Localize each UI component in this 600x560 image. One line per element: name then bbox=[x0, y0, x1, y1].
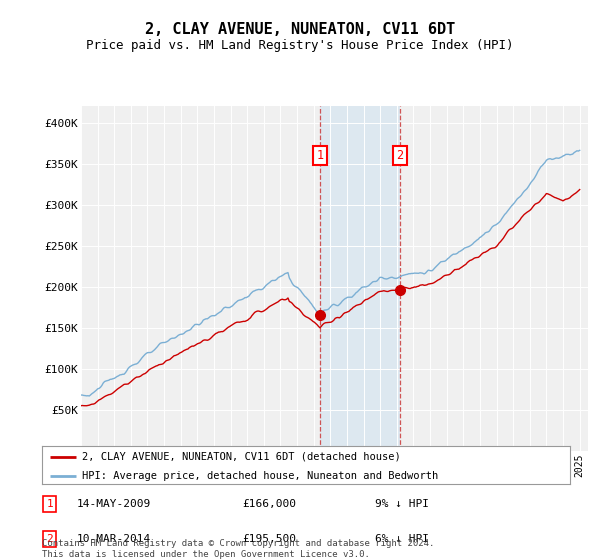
Text: 2, CLAY AVENUE, NUNEATON, CV11 6DT: 2, CLAY AVENUE, NUNEATON, CV11 6DT bbox=[145, 22, 455, 38]
Text: 10-MAR-2014: 10-MAR-2014 bbox=[76, 534, 151, 544]
Text: 6% ↓ HPI: 6% ↓ HPI bbox=[374, 534, 428, 544]
Text: 2, CLAY AVENUE, NUNEATON, CV11 6DT (detached house): 2, CLAY AVENUE, NUNEATON, CV11 6DT (deta… bbox=[82, 451, 400, 461]
Text: HPI: Average price, detached house, Nuneaton and Bedworth: HPI: Average price, detached house, Nune… bbox=[82, 471, 438, 481]
Text: Contains HM Land Registry data © Crown copyright and database right 2024.
This d: Contains HM Land Registry data © Crown c… bbox=[42, 539, 434, 559]
Text: £195,500: £195,500 bbox=[242, 534, 296, 544]
Text: 2: 2 bbox=[397, 149, 404, 162]
Text: 14-MAY-2009: 14-MAY-2009 bbox=[76, 499, 151, 509]
Text: 2: 2 bbox=[47, 534, 53, 544]
Text: Price paid vs. HM Land Registry's House Price Index (HPI): Price paid vs. HM Land Registry's House … bbox=[86, 39, 514, 52]
Text: 1: 1 bbox=[47, 499, 53, 509]
Bar bbox=[320, 106, 400, 451]
Text: 1: 1 bbox=[316, 149, 323, 162]
Text: £166,000: £166,000 bbox=[242, 499, 296, 509]
Text: 9% ↓ HPI: 9% ↓ HPI bbox=[374, 499, 428, 509]
